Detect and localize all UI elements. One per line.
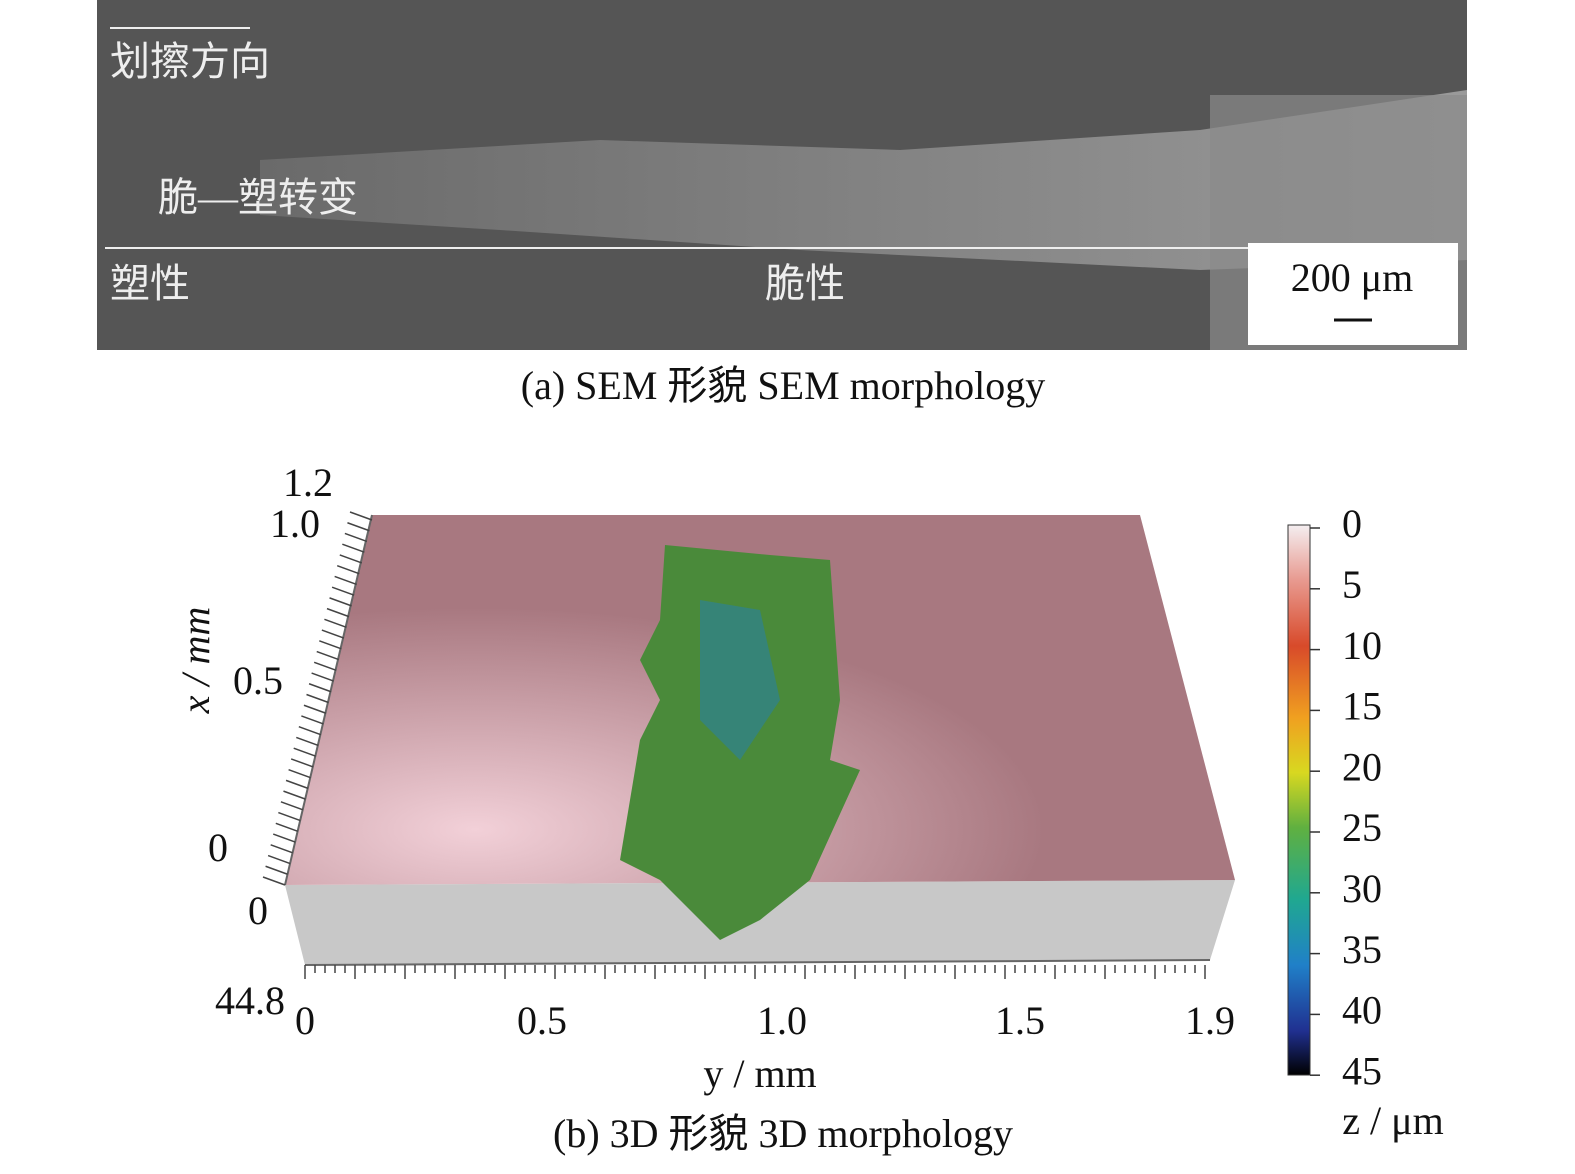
tick	[349, 511, 373, 521]
scale-box	[1248, 243, 1458, 345]
colorbar-tick-label: 5	[1342, 562, 1362, 607]
surface-panel: 1.2 1.0 0.5 0 0 44.8 x / mm y / mm 0 0.5 1…	[173, 460, 1444, 1156]
colorbar-tick-label: 45	[1342, 1048, 1382, 1093]
tick	[275, 822, 299, 833]
tick	[290, 758, 314, 768]
colorbar-tick-label: 20	[1342, 744, 1382, 789]
caption-b: (b) 3D 形貌 3D morphology	[553, 1111, 1013, 1156]
brittle-label: 脆性	[765, 261, 845, 306]
colorbar-tick-label: 10	[1342, 623, 1382, 668]
y-tick-label: 1.0	[757, 998, 807, 1043]
y-tick-label: 1.5	[995, 998, 1045, 1043]
direction-label: 划擦方向	[110, 39, 270, 84]
colorbar-tick-label: 30	[1342, 866, 1382, 911]
x-axis-label: x / mm	[173, 607, 218, 715]
tick	[265, 865, 288, 875]
tick	[313, 661, 337, 671]
y-tick-labels: 0 0.5 1.0 1.5 1.9	[295, 998, 1235, 1043]
tick	[342, 543, 365, 553]
ductile-label: 塑性	[110, 261, 190, 306]
tick	[329, 597, 352, 607]
tick	[344, 532, 368, 543]
y-axis-ticks	[304, 965, 1206, 979]
y-tick-label: 0	[295, 998, 315, 1043]
tick	[285, 779, 309, 790]
x-tick-label: 1.2	[283, 460, 333, 505]
deep-region	[700, 600, 780, 760]
tick	[347, 522, 370, 532]
colorbar-tick-label: 35	[1342, 927, 1382, 972]
y-axis-label: y / mm	[703, 1051, 816, 1096]
colorbar-ticks: 0 5 10 15 20 25 30 35 40 45	[1310, 501, 1382, 1093]
colorbar-tick-label: 40	[1342, 988, 1382, 1033]
caption-a: (a) SEM 形貌 SEM morphology	[521, 363, 1045, 408]
tick	[280, 801, 304, 811]
x-tick-label: 0.5	[233, 658, 283, 703]
colorbar-tick-label: 25	[1342, 805, 1382, 850]
tick	[272, 833, 296, 843]
tick	[288, 768, 311, 779]
x-tick-label: 0	[208, 825, 228, 870]
tick	[324, 618, 347, 629]
tick	[306, 693, 329, 704]
tick	[262, 876, 286, 886]
tick	[303, 704, 327, 714]
x-axis-line	[284, 514, 373, 886]
tick	[308, 683, 332, 693]
z-tick-label: 0	[248, 888, 268, 933]
y-tick-label: 1.9	[1185, 998, 1235, 1043]
colorbar-label: z / μm	[1342, 1098, 1443, 1143]
colorbar-tick-label: 0	[1342, 501, 1362, 546]
tick	[293, 747, 316, 757]
front-face	[285, 880, 1235, 965]
tick	[336, 564, 360, 575]
y-tick-label: 0.5	[517, 998, 567, 1043]
x-axis-ticks	[262, 511, 373, 886]
tick	[283, 790, 306, 800]
tick	[339, 554, 363, 564]
tick	[334, 575, 357, 586]
tick	[296, 736, 319, 747]
tick	[316, 650, 339, 661]
tick	[298, 726, 322, 736]
transition-label: 脆—塑转变	[158, 175, 358, 220]
tick	[326, 607, 350, 618]
tick	[301, 715, 324, 725]
colorbar-tick-label: 15	[1342, 684, 1382, 729]
scale-label: 200 μm	[1291, 255, 1414, 300]
colorbar	[1287, 524, 1311, 1076]
tick	[270, 844, 293, 854]
scratch-track	[260, 90, 1467, 270]
tick	[319, 640, 342, 650]
tick	[267, 854, 291, 865]
y-axis-line	[304, 959, 1211, 966]
tick	[331, 586, 355, 596]
tick	[321, 629, 345, 639]
tick	[278, 811, 301, 822]
sem-panel: 划擦方向 脆—塑转变 塑性 脆性 200 μm (a) SEM 形貌 SEM m…	[97, 0, 1467, 408]
tick	[311, 672, 334, 682]
x-tick-label: 1.0	[270, 501, 320, 546]
z-tick-label: 44.8	[215, 978, 285, 1023]
